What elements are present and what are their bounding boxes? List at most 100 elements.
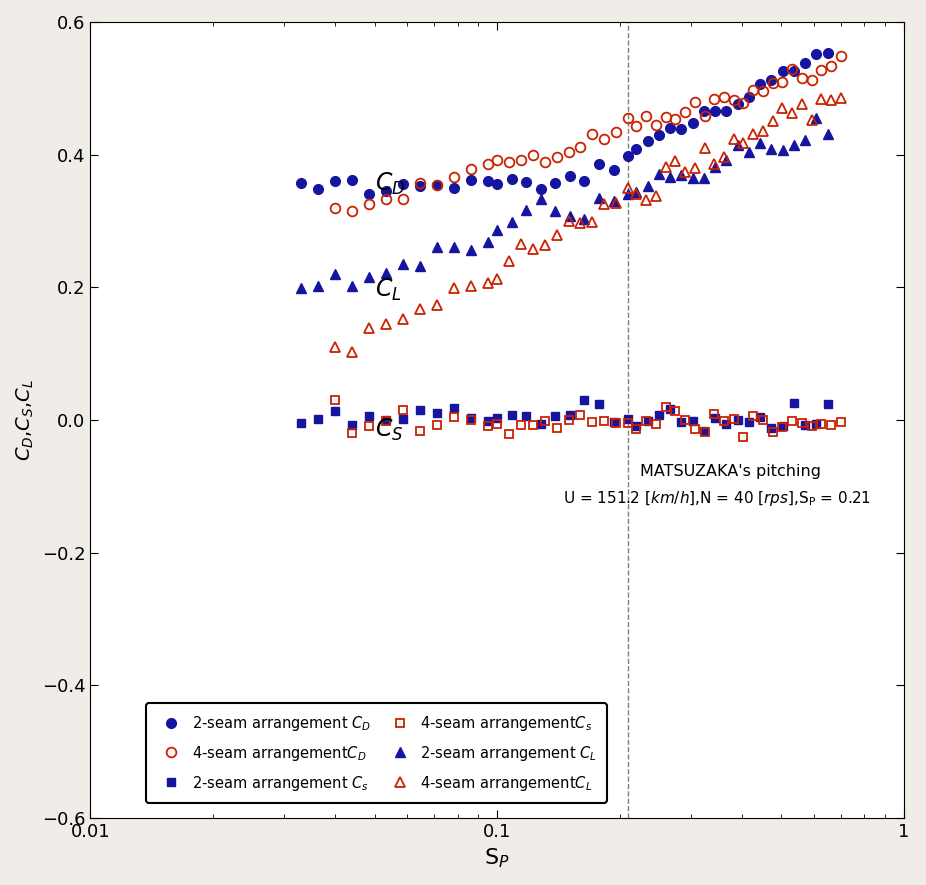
- 4-seam arrangement$C_D$: [816, 65, 827, 75]
- 2-seam arrangement $C_s$: [744, 417, 755, 427]
- Text: $C_D$: $C_D$: [375, 171, 405, 197]
- 4-seam arrangement$C_s$: [786, 416, 797, 427]
- 4-seam arrangement$C_L$: [415, 304, 426, 315]
- 4-seam arrangement$C_D$: [504, 157, 515, 167]
- 2-seam arrangement $C_L$: [520, 204, 532, 215]
- 4-seam arrangement$C_s$: [516, 419, 527, 430]
- 2-seam arrangement $C_s$: [608, 417, 619, 427]
- 4-seam arrangement$C_D$: [364, 198, 375, 209]
- 4-seam arrangement$C_L$: [680, 166, 691, 177]
- Legend: 2-seam arrangement $C_D$, 4-seam arrangement$C_D$, 2-seam arrangement $C_s$, 4-s: 2-seam arrangement $C_D$, 4-seam arrange…: [146, 704, 607, 803]
- 2-seam arrangement $C_s$: [631, 421, 642, 432]
- 2-seam arrangement $C_s$: [642, 415, 653, 426]
- 2-seam arrangement $C_L$: [381, 268, 392, 279]
- 2-seam arrangement $C_s$: [432, 408, 443, 419]
- 2-seam arrangement $C_L$: [642, 181, 653, 191]
- 4-seam arrangement$C_D$: [539, 157, 550, 167]
- 4-seam arrangement$C_D$: [599, 134, 610, 144]
- 4-seam arrangement$C_D$: [689, 96, 700, 107]
- 4-seam arrangement$C_s$: [346, 427, 357, 438]
- 4-seam arrangement$C_s$: [777, 422, 788, 433]
- 2-seam arrangement $C_L$: [622, 189, 633, 199]
- 4-seam arrangement$C_s$: [806, 420, 817, 431]
- 4-seam arrangement$C_L$: [587, 217, 598, 227]
- 2-seam arrangement $C_D$: [777, 66, 788, 77]
- 4-seam arrangement$C_L$: [466, 281, 477, 291]
- 2-seam arrangement $C_D$: [676, 123, 687, 134]
- 2-seam arrangement $C_L$: [330, 268, 341, 279]
- 2-seam arrangement $C_s$: [564, 410, 575, 420]
- 4-seam arrangement$C_L$: [650, 191, 661, 202]
- 4-seam arrangement$C_L$: [689, 163, 700, 173]
- Text: MATSUZAKA's pitching: MATSUZAKA's pitching: [640, 465, 821, 480]
- 2-seam arrangement $C_D$: [432, 180, 443, 190]
- 2-seam arrangement $C_L$: [654, 169, 665, 180]
- 4-seam arrangement$C_D$: [527, 150, 538, 160]
- 2-seam arrangement $C_L$: [811, 112, 822, 123]
- 2-seam arrangement $C_s$: [654, 409, 665, 419]
- 4-seam arrangement$C_s$: [466, 414, 477, 425]
- 4-seam arrangement$C_D$: [641, 112, 652, 122]
- 4-seam arrangement$C_D$: [738, 97, 749, 108]
- 2-seam arrangement $C_s$: [313, 413, 324, 424]
- 4-seam arrangement$C_s$: [482, 421, 494, 432]
- 4-seam arrangement$C_D$: [492, 155, 503, 165]
- 2-seam arrangement $C_L$: [397, 259, 408, 270]
- 4-seam arrangement$C_D$: [669, 114, 681, 125]
- 2-seam arrangement $C_D$: [397, 179, 408, 189]
- 2-seam arrangement $C_s$: [397, 413, 408, 424]
- 2-seam arrangement $C_D$: [330, 176, 341, 187]
- 2-seam arrangement $C_D$: [550, 178, 561, 189]
- 4-seam arrangement$C_s$: [738, 432, 749, 442]
- 2-seam arrangement $C_D$: [709, 105, 720, 116]
- 4-seam arrangement$C_L$: [551, 230, 562, 241]
- 4-seam arrangement$C_D$: [728, 95, 739, 105]
- 2-seam arrangement $C_D$: [800, 58, 811, 68]
- 2-seam arrangement $C_s$: [482, 416, 494, 427]
- 4-seam arrangement$C_D$: [415, 178, 426, 189]
- 2-seam arrangement $C_D$: [788, 66, 799, 77]
- 2-seam arrangement $C_s$: [520, 410, 532, 420]
- 2-seam arrangement $C_L$: [631, 187, 642, 197]
- 4-seam arrangement$C_D$: [397, 194, 408, 204]
- 2-seam arrangement $C_s$: [709, 412, 720, 423]
- 2-seam arrangement $C_s$: [665, 404, 676, 414]
- Line: 2-seam arrangement $C_L$: 2-seam arrangement $C_L$: [296, 112, 832, 293]
- 2-seam arrangement $C_L$: [698, 173, 709, 183]
- 4-seam arrangement$C_s$: [816, 419, 827, 429]
- 2-seam arrangement $C_s$: [766, 423, 777, 434]
- 4-seam arrangement$C_D$: [575, 142, 586, 152]
- 4-seam arrangement$C_L$: [448, 282, 459, 293]
- 2-seam arrangement $C_s$: [579, 395, 590, 405]
- 4-seam arrangement$C_L$: [432, 300, 443, 311]
- 4-seam arrangement$C_s$: [599, 415, 610, 426]
- 2-seam arrangement $C_s$: [295, 417, 307, 427]
- 2-seam arrangement $C_L$: [676, 170, 687, 181]
- 2-seam arrangement $C_D$: [415, 181, 426, 191]
- 2-seam arrangement $C_s$: [732, 415, 744, 426]
- 4-seam arrangement$C_s$: [551, 422, 562, 433]
- 2-seam arrangement $C_D$: [654, 129, 665, 140]
- 2-seam arrangement $C_D$: [622, 150, 633, 161]
- 4-seam arrangement$C_L$: [622, 182, 633, 193]
- 2-seam arrangement $C_D$: [811, 49, 822, 59]
- 4-seam arrangement$C_D$: [631, 121, 642, 132]
- 2-seam arrangement $C_L$: [788, 140, 799, 150]
- 2-seam arrangement $C_L$: [777, 145, 788, 156]
- 2-seam arrangement $C_D$: [381, 185, 392, 196]
- 2-seam arrangement $C_s$: [800, 419, 811, 430]
- 2-seam arrangement $C_L$: [448, 242, 459, 252]
- 2-seam arrangement $C_D$: [492, 179, 503, 189]
- 2-seam arrangement $C_L$: [665, 172, 676, 182]
- Line: 4-seam arrangement$C_s$: 4-seam arrangement$C_s$: [332, 396, 845, 442]
- 4-seam arrangement$C_L$: [641, 195, 652, 205]
- Line: 2-seam arrangement $C_D$: 2-seam arrangement $C_D$: [296, 49, 832, 198]
- 4-seam arrangement$C_D$: [757, 86, 769, 96]
- 4-seam arrangement$C_s$: [610, 418, 621, 428]
- 4-seam arrangement$C_D$: [660, 112, 671, 122]
- 4-seam arrangement$C_D$: [346, 205, 357, 216]
- 4-seam arrangement$C_D$: [719, 92, 730, 103]
- 4-seam arrangement$C_s$: [757, 414, 769, 425]
- 2-seam arrangement $C_L$: [720, 155, 732, 165]
- 2-seam arrangement $C_L$: [482, 236, 494, 247]
